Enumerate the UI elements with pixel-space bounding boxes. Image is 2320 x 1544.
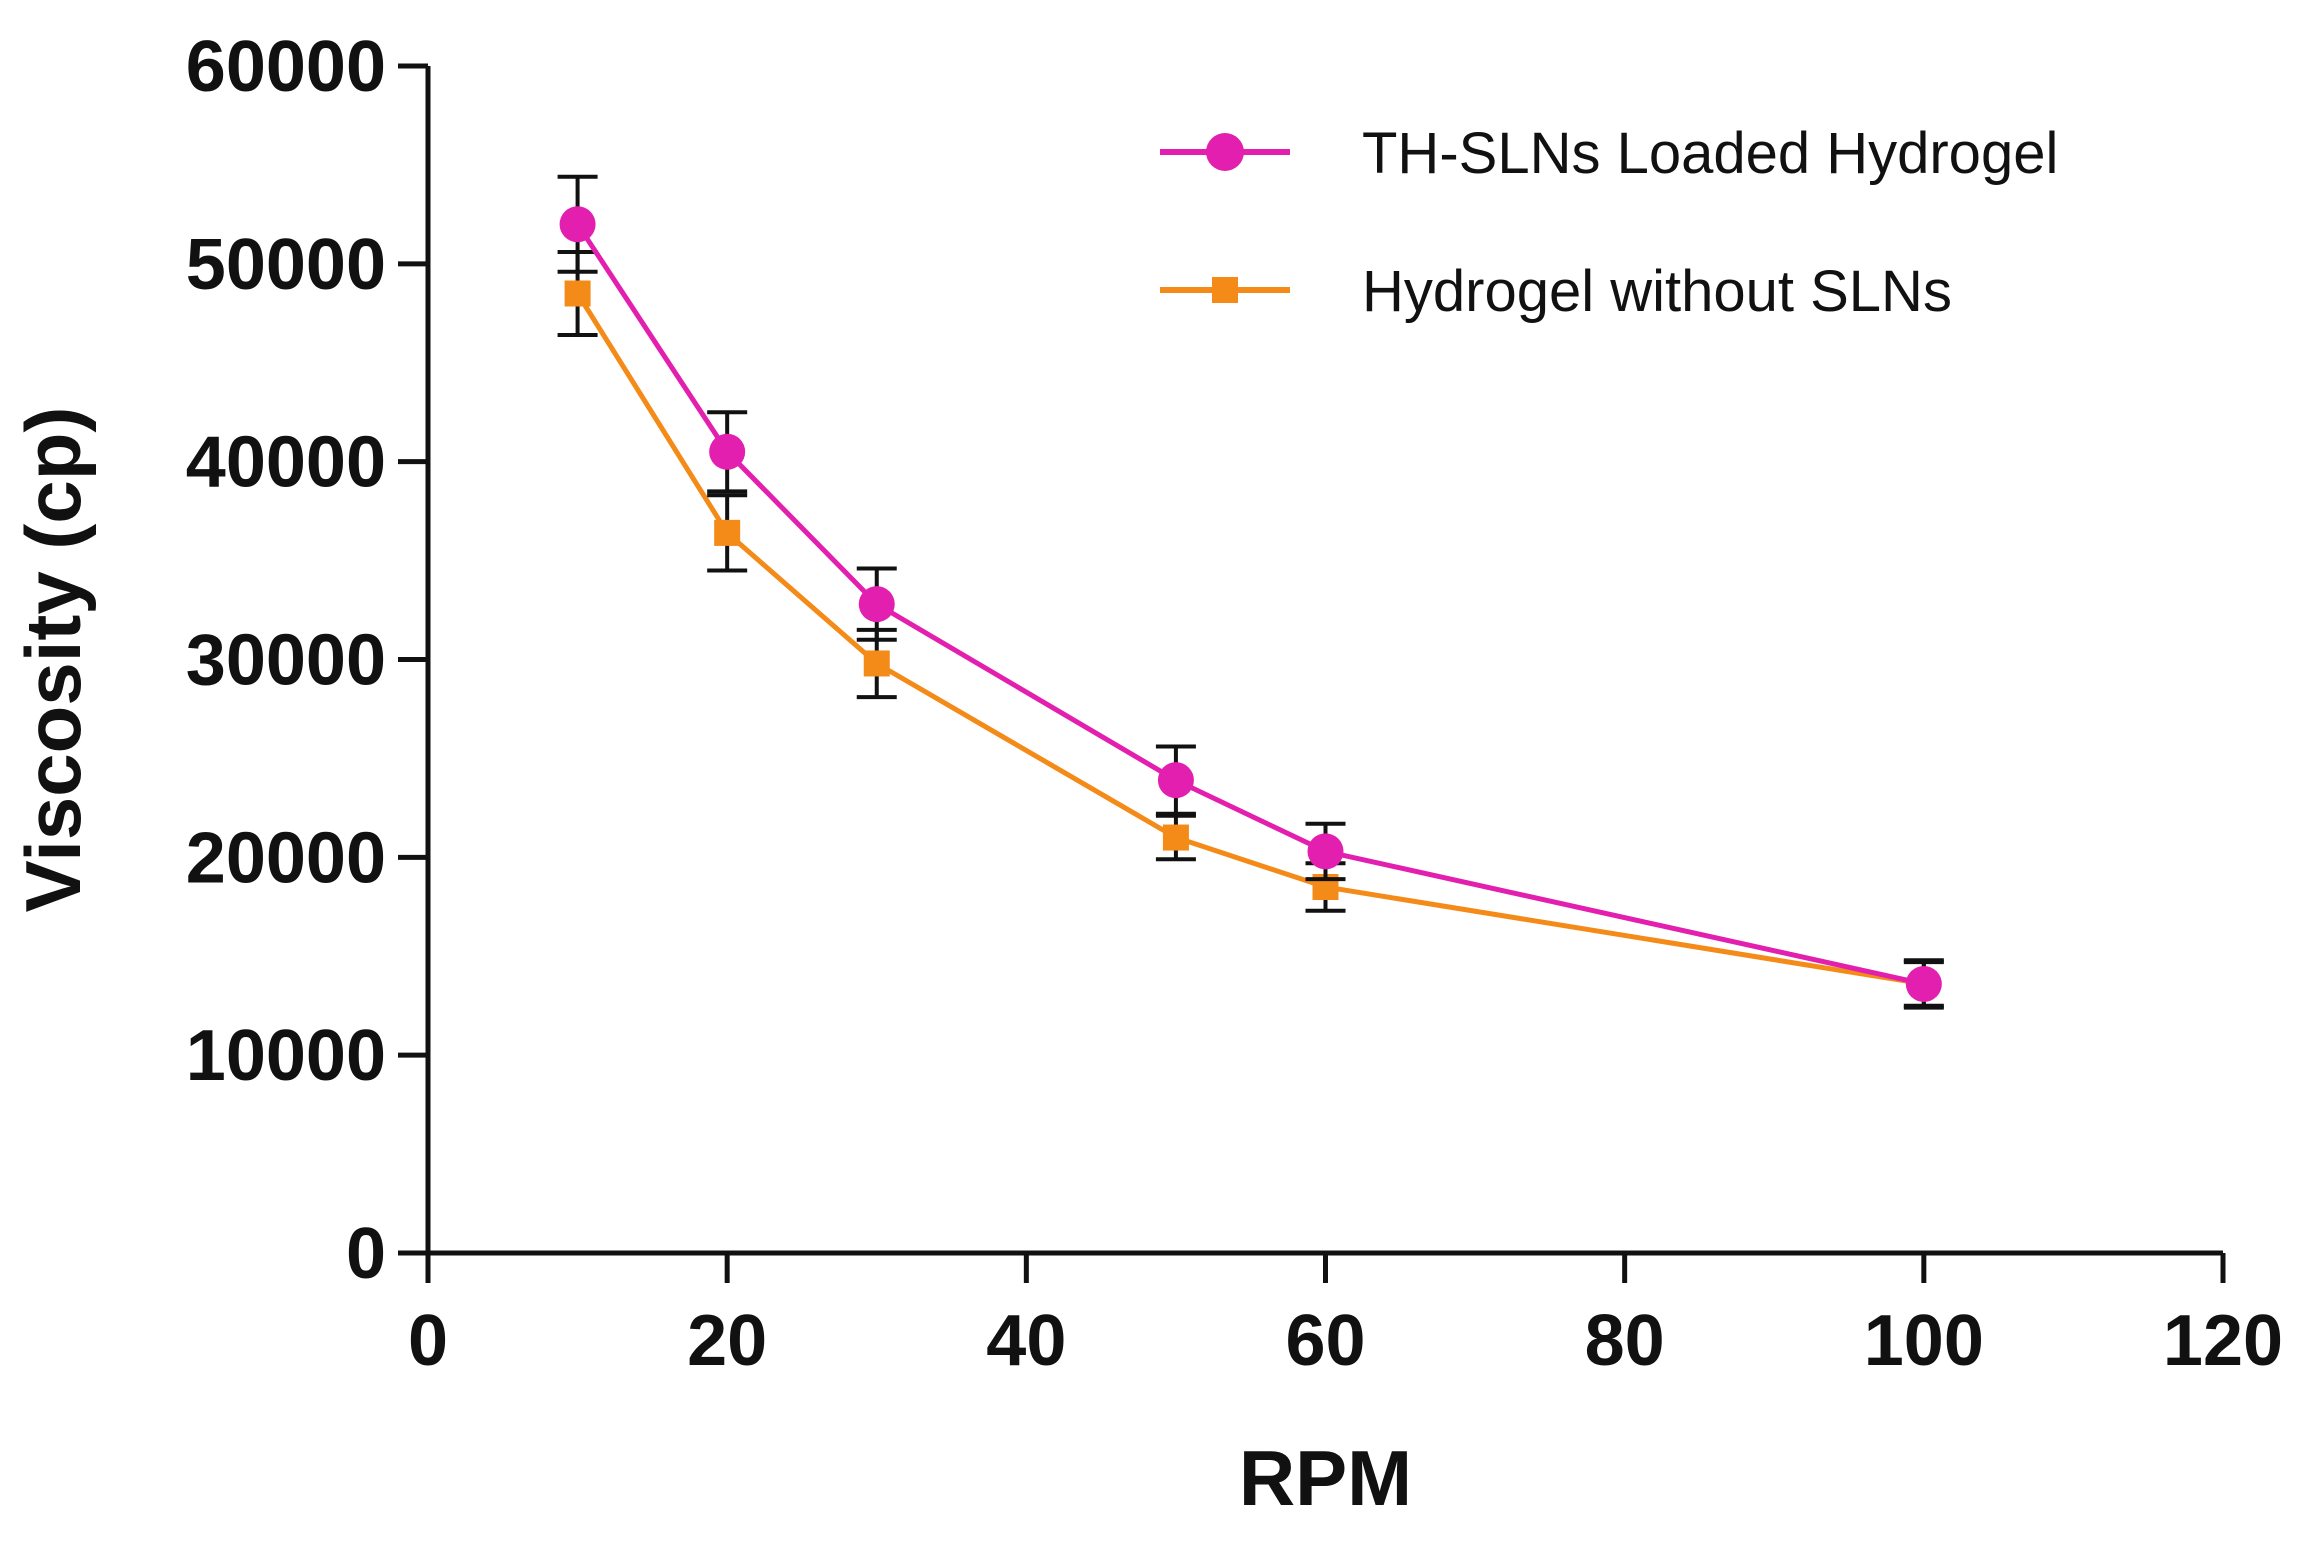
y-tick-label: 60000 [186, 27, 386, 107]
legend-marker [1206, 133, 1244, 171]
y-tick-label: 10000 [186, 1016, 386, 1096]
data-point [559, 206, 596, 243]
y-axis-title: Viscosity (cp) [9, 407, 97, 913]
series [557, 249, 1944, 1008]
y-tick-label: 40000 [186, 423, 386, 503]
data-point [1905, 965, 1942, 1002]
data-point [1157, 762, 1194, 799]
series [557, 174, 1944, 1010]
plot-area [557, 174, 1944, 1010]
series-line [575, 222, 1925, 987]
legend-item: Hydrogel without SLNs [1160, 259, 1952, 324]
data-point [714, 519, 741, 546]
axes: 0 10000 20000 30000 40000 50000 60000 0 20 40 60 8… [186, 27, 2283, 1381]
data-point [564, 280, 591, 307]
data-point [709, 433, 746, 470]
legend-label: TH-SLNs Loaded Hydrogel [1362, 121, 2058, 186]
data-point [1307, 833, 1344, 870]
x-tick-label: 0 [408, 1301, 448, 1381]
x-tick-label: 20 [687, 1301, 767, 1381]
data-point [1162, 824, 1189, 851]
x-tick-label: 100 [1864, 1301, 1984, 1381]
y-tick-label: 20000 [186, 818, 386, 898]
legend: TH-SLNs Loaded Hydrogel Hydrogel without … [1160, 121, 2058, 324]
y-tick-label: 30000 [186, 621, 386, 701]
legend-label: Hydrogel without SLNs [1362, 259, 1952, 324]
y-ticks: 0 10000 20000 30000 40000 50000 60000 [186, 27, 428, 1294]
y-tick-label: 50000 [186, 225, 386, 305]
x-tick-label: 60 [1285, 1301, 1365, 1381]
y-tick-label: 0 [346, 1214, 386, 1294]
x-tick-label: 40 [986, 1301, 1066, 1381]
data-point [858, 586, 895, 623]
legend-marker [1212, 277, 1238, 303]
legend-item: TH-SLNs Loaded Hydrogel [1160, 121, 2058, 186]
x-tick-label: 80 [1585, 1301, 1665, 1381]
x-tick-label: 120 [2163, 1301, 2283, 1381]
x-axis-title: RPM [1239, 1434, 1412, 1522]
series-line [575, 292, 1925, 987]
data-point [863, 650, 890, 677]
x-ticks: 0 20 40 60 80 100 120 [408, 1253, 2283, 1381]
